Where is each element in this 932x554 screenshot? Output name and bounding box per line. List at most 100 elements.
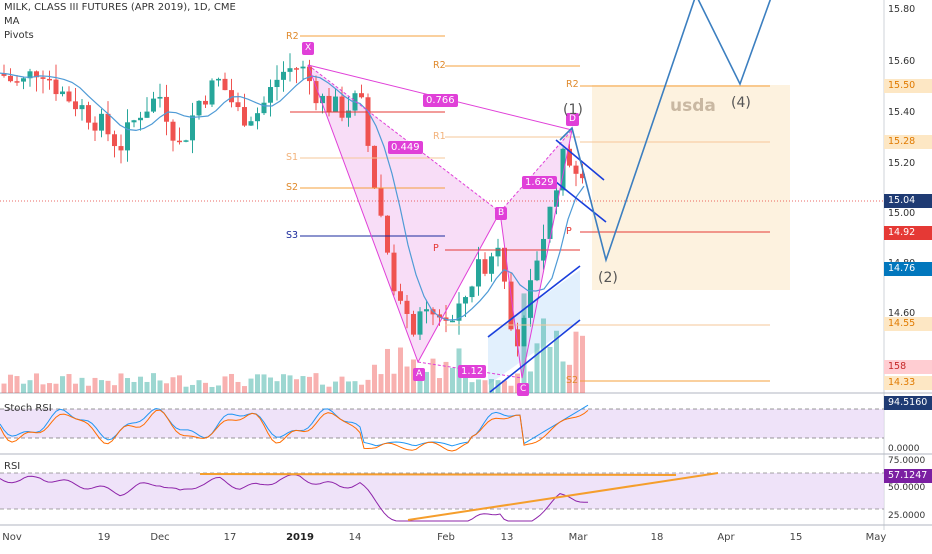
volume-bar xyxy=(144,381,150,393)
candle-body xyxy=(372,145,377,189)
volume-bar xyxy=(235,381,241,393)
candle-body xyxy=(281,71,286,80)
harmonic-point-c[interactable]: C xyxy=(517,383,530,396)
volume-badge: 158 xyxy=(884,360,932,374)
candle-body xyxy=(261,102,267,114)
ratio-xb[interactable]: 0.766 xyxy=(423,94,458,107)
volume-bar xyxy=(1,383,7,393)
volume-bar xyxy=(560,361,566,393)
harmonic-point-a[interactable]: A xyxy=(413,368,426,381)
volume-bar xyxy=(112,385,117,393)
harmonic-point-x[interactable]: X xyxy=(302,42,315,55)
volume-bar xyxy=(261,374,267,393)
time-tick: Mar xyxy=(568,532,588,543)
harmonic-point-d[interactable]: D xyxy=(566,113,579,126)
time-tick: Feb xyxy=(437,532,455,543)
candle-body xyxy=(268,87,273,103)
pivot-label-s2: S2 xyxy=(286,182,299,193)
volume-bar xyxy=(372,364,377,393)
candle-body xyxy=(495,247,501,257)
pivot-label-s1: S1 xyxy=(286,152,299,163)
candle-body xyxy=(242,107,247,126)
candle-body xyxy=(300,66,306,69)
volume-bar xyxy=(359,384,364,393)
volume-bar xyxy=(21,383,26,393)
volume-bar xyxy=(209,386,215,393)
volume-bar xyxy=(79,377,85,393)
candle-body xyxy=(469,286,475,298)
candle-body xyxy=(60,91,65,95)
pivots-indicator-label[interactable]: Pivots xyxy=(4,30,34,41)
candle-body xyxy=(554,190,559,207)
volume-bar xyxy=(268,377,273,393)
rsi-title[interactable]: RSI xyxy=(4,461,21,472)
candle-body xyxy=(365,97,371,146)
volume-bar xyxy=(320,384,325,393)
candle-body xyxy=(190,115,195,141)
candle-body xyxy=(196,100,202,116)
candle-body xyxy=(157,96,163,99)
candle-body xyxy=(294,68,299,70)
flag-lower xyxy=(555,181,607,223)
ma-indicator-label[interactable]: MA xyxy=(4,16,20,27)
volume-bar xyxy=(528,371,533,393)
candle-body xyxy=(307,66,312,82)
candle-body xyxy=(92,122,98,131)
volume-bar xyxy=(203,382,208,393)
volume-bar xyxy=(391,373,397,393)
candle-body xyxy=(170,121,176,141)
candle-body xyxy=(502,247,507,282)
harmonic-channel-fill xyxy=(488,270,580,385)
candle-body xyxy=(235,102,241,108)
candle-body xyxy=(144,111,150,118)
pivot-label-r2: R2 xyxy=(286,31,299,42)
stoch-band xyxy=(0,409,884,438)
ratio-bd[interactable]: 1.629 xyxy=(522,176,557,189)
stoch-value-badge: 94.5160 xyxy=(884,396,932,410)
volume-bar xyxy=(34,373,39,393)
candle-body xyxy=(151,98,156,112)
stoch-d-line xyxy=(0,409,589,452)
volume-bar xyxy=(346,381,351,393)
candle-body xyxy=(14,81,20,83)
rsi-resistance-line xyxy=(199,473,677,476)
time-tick: 19 xyxy=(97,532,111,543)
pivot-label-r2-b: R2 xyxy=(433,60,446,71)
usda-box xyxy=(592,85,790,290)
candle-body xyxy=(209,80,215,105)
candle-body xyxy=(1,73,7,76)
volume-bar xyxy=(183,386,189,393)
volume-bar xyxy=(73,383,78,393)
candle-body xyxy=(40,77,46,79)
candle-body xyxy=(86,105,91,123)
volume-bar xyxy=(164,383,169,393)
harmonic-point-b[interactable]: B xyxy=(495,207,508,220)
candle-body xyxy=(567,148,572,166)
volume-bar xyxy=(53,383,59,393)
price-badge-s2: 14.33 xyxy=(884,376,932,390)
stoch-zero-tick: 0.0000 xyxy=(888,444,920,454)
volume-bar xyxy=(430,358,436,393)
pivot-label-p-b: P xyxy=(433,243,439,254)
candle-body xyxy=(378,188,384,216)
ratio-ca[interactable]: 1.12 xyxy=(458,365,487,378)
volume-bar xyxy=(339,376,345,393)
volume-bar xyxy=(385,348,390,393)
volume-bar xyxy=(118,373,124,393)
candle-body xyxy=(404,300,410,314)
stoch-rsi-title[interactable]: Stoch RSI xyxy=(4,403,52,414)
moving-average-line xyxy=(0,72,585,321)
ratio-ac[interactable]: 0.449 xyxy=(388,141,423,154)
oscillator-lines xyxy=(0,404,719,522)
volume-bar xyxy=(27,380,33,393)
candle-body xyxy=(34,71,39,78)
volume-bar xyxy=(534,343,540,393)
candle-body xyxy=(580,173,585,179)
rsi-band xyxy=(0,473,884,509)
volume-bar xyxy=(489,379,494,393)
volume-bar xyxy=(92,377,98,393)
candle-body xyxy=(66,91,72,102)
volume-bar xyxy=(222,376,228,393)
